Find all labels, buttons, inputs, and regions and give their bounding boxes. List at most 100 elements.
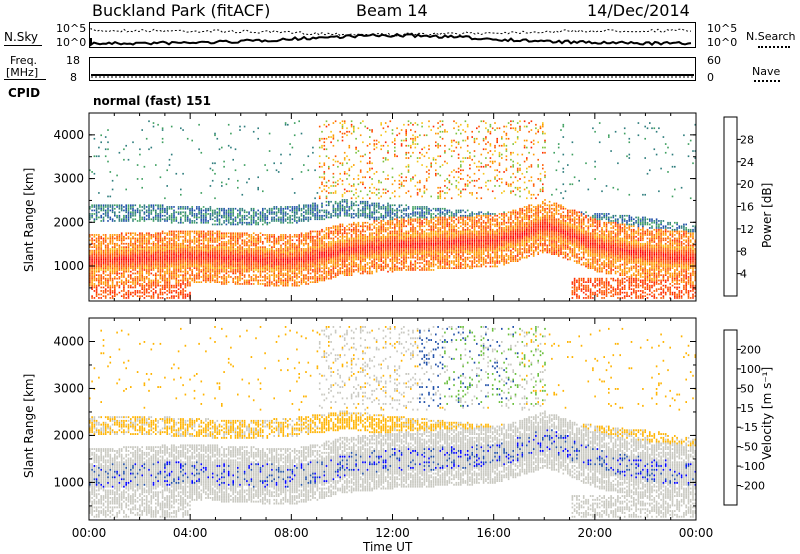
power-cell (164, 263, 166, 266)
power-cell (239, 211, 241, 214)
power-cell (209, 269, 212, 271)
power-cell (357, 183, 360, 186)
power-cell (234, 235, 237, 238)
power-cell (280, 255, 282, 257)
power-cell (134, 293, 137, 296)
power-cell (380, 232, 382, 235)
power-cell (246, 283, 248, 285)
power-cell (298, 270, 300, 273)
power-cell (164, 255, 166, 257)
power-cell (362, 225, 364, 228)
power-cell (234, 169, 237, 172)
power-cell (287, 213, 289, 215)
power-cell (348, 242, 351, 245)
power-cell (223, 277, 225, 280)
power-cell (243, 283, 246, 285)
power-cell (152, 262, 155, 264)
power-cell (341, 199, 344, 201)
power-cell (289, 234, 291, 236)
power-cell (175, 253, 178, 255)
power-cell (330, 274, 332, 276)
power-cell (152, 297, 155, 299)
power-cell (323, 258, 326, 261)
power-cell (337, 214, 339, 217)
power-cell (189, 239, 191, 242)
power-cell (134, 232, 137, 235)
power-cell (136, 253, 139, 255)
noise-panel (89, 22, 696, 48)
power-cell (230, 214, 232, 217)
power-cell (262, 267, 264, 269)
power-cell (328, 255, 330, 257)
power-cell (246, 211, 248, 214)
power-cell (136, 265, 139, 268)
power-cell (155, 239, 157, 242)
power-cell (104, 136, 107, 138)
power-cell (369, 197, 371, 200)
power-cell (369, 213, 371, 215)
power-cell (273, 237, 275, 240)
power-cell (232, 269, 234, 271)
power-cell (250, 235, 253, 238)
power-cell (120, 241, 123, 243)
power-cell (123, 209, 125, 212)
power-cell (89, 276, 91, 278)
power-cell (291, 284, 294, 287)
power-cell (252, 263, 255, 266)
power-cell (252, 251, 255, 254)
power-cell (136, 290, 139, 292)
power-cell (262, 253, 264, 255)
power-cell (250, 239, 253, 242)
power-cell (218, 246, 221, 248)
power-cell (391, 227, 394, 229)
power-cell (380, 263, 382, 266)
power-cell (164, 237, 166, 240)
power-cell (227, 220, 230, 222)
power-cell (120, 248, 123, 250)
power-cell (168, 290, 171, 292)
power-cell (157, 293, 159, 296)
power-cell (280, 207, 282, 210)
power-cell (200, 213, 203, 215)
power-cell (225, 218, 228, 221)
power-cell (266, 265, 269, 268)
power-cell (378, 192, 380, 194)
power-cell (180, 244, 182, 247)
power-cell (353, 221, 355, 224)
power-cell (348, 253, 351, 255)
power-cell (384, 213, 387, 215)
power-cell (293, 242, 296, 245)
power-cell (111, 291, 114, 294)
power-cell (114, 263, 116, 266)
power-cell (218, 281, 221, 283)
power-cell (343, 251, 346, 254)
power-cell (152, 251, 155, 254)
power-cell (369, 207, 371, 210)
power-cell (353, 204, 355, 207)
power-cell (291, 265, 294, 268)
power-cell (189, 237, 191, 240)
power-cell (209, 167, 212, 170)
power-cell (289, 274, 291, 276)
power-cell (328, 244, 330, 247)
power-cell (282, 242, 285, 245)
power-cell (252, 218, 255, 221)
power-cell (200, 232, 203, 235)
power-cell (316, 213, 319, 215)
power-cell (159, 284, 162, 287)
power-cell (355, 223, 357, 226)
power-cell (237, 263, 239, 266)
power-cell (337, 228, 339, 231)
power-cell (93, 277, 96, 280)
power-cell (341, 209, 344, 212)
power-cell (102, 286, 105, 289)
power-cell (300, 255, 303, 257)
power-cell (362, 234, 364, 236)
power-cell (198, 277, 200, 280)
power-cell (387, 227, 389, 229)
power-cell (143, 234, 146, 236)
power-cell (141, 237, 143, 240)
power-cell (211, 230, 214, 233)
power-cell (243, 125, 246, 128)
power-cell (337, 262, 339, 264)
